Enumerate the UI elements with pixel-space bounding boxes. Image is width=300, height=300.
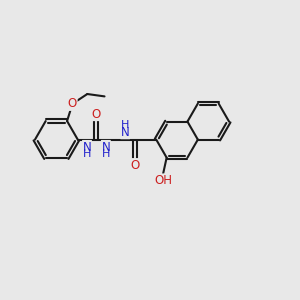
- Text: N: N: [121, 126, 130, 139]
- Text: O: O: [130, 159, 140, 172]
- Text: H: H: [102, 149, 110, 159]
- Text: H: H: [121, 120, 129, 130]
- Text: OH: OH: [154, 174, 172, 187]
- Text: O: O: [92, 107, 101, 121]
- Text: N: N: [82, 140, 91, 154]
- Text: H: H: [83, 149, 91, 159]
- Text: O: O: [68, 97, 77, 110]
- Text: N: N: [101, 140, 110, 154]
